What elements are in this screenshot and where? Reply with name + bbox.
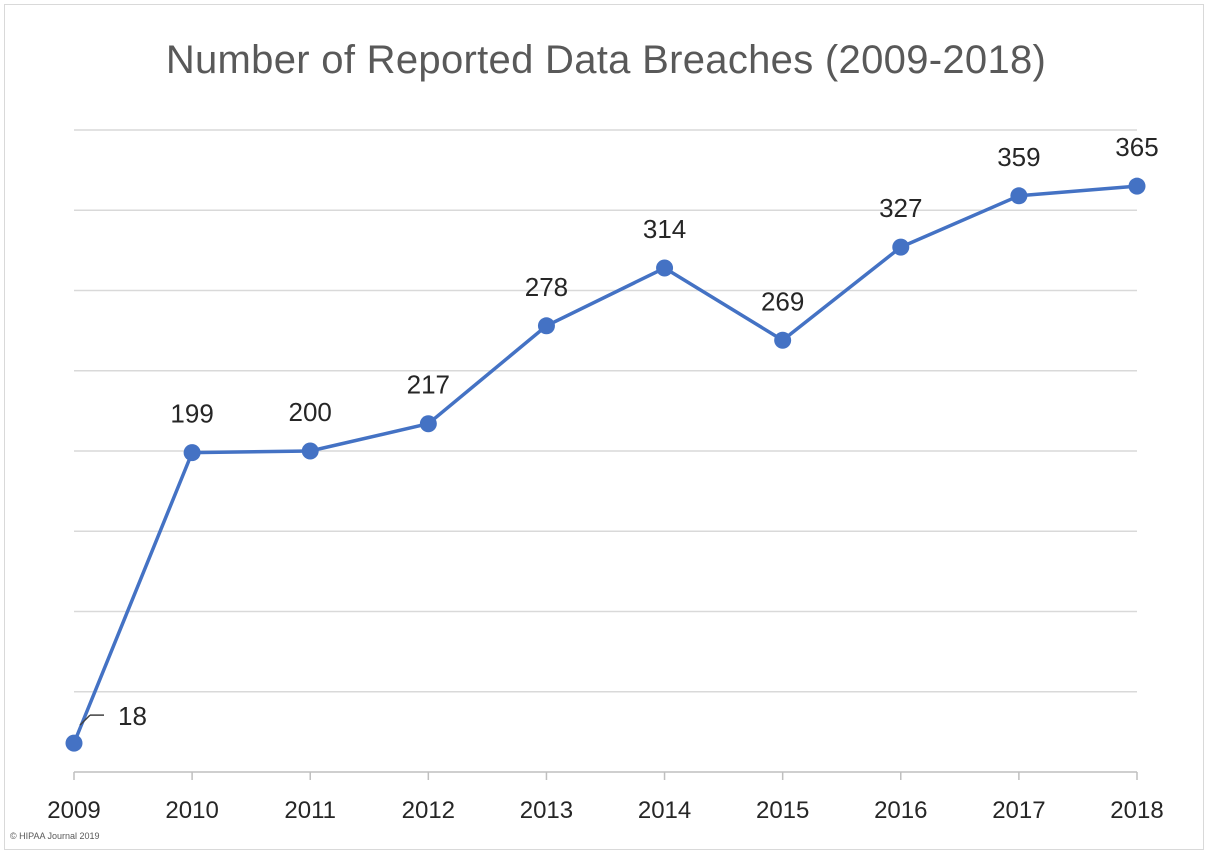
data-label: 278 — [525, 272, 568, 302]
data-point — [892, 238, 910, 256]
data-point — [656, 259, 674, 277]
x-tick-label: 2011 — [284, 797, 336, 824]
data-point — [774, 331, 792, 349]
x-tick-label: 2009 — [47, 797, 100, 824]
data-point — [1128, 177, 1146, 195]
x-tick-label: 2014 — [638, 797, 691, 824]
data-point — [301, 442, 319, 460]
x-tick-label: 2016 — [874, 797, 927, 824]
chart-title: Number of Reported Data Breaches (2009-2… — [165, 38, 1047, 82]
data-point — [65, 734, 83, 752]
series-line — [72, 184, 1138, 744]
x-tick-label: 2013 — [520, 797, 573, 824]
data-point — [537, 317, 555, 335]
data-label: 199 — [170, 399, 213, 429]
x-tick-label: 2015 — [756, 797, 809, 824]
data-label: 359 — [997, 142, 1040, 172]
data-label: 18 — [118, 701, 147, 731]
x-tick-label: 2018 — [1110, 797, 1163, 824]
data-point — [419, 415, 437, 433]
data-label: 314 — [643, 214, 686, 244]
data-label: 365 — [1115, 132, 1158, 162]
copyright-credit: © HIPAA Journal 2019 — [10, 831, 100, 841]
data-label: 327 — [879, 193, 922, 223]
x-tick-label: 2010 — [165, 797, 218, 824]
data-label: 269 — [761, 286, 804, 316]
x-tick-label: 2012 — [402, 797, 455, 824]
data-label-leader — [79, 714, 91, 726]
data-point — [183, 444, 201, 462]
x-tick-label: 2017 — [992, 797, 1045, 824]
chart-frame — [4, 4, 1204, 850]
data-point — [1010, 187, 1028, 205]
data-label: 200 — [289, 397, 332, 427]
data-label: 217 — [407, 370, 450, 400]
